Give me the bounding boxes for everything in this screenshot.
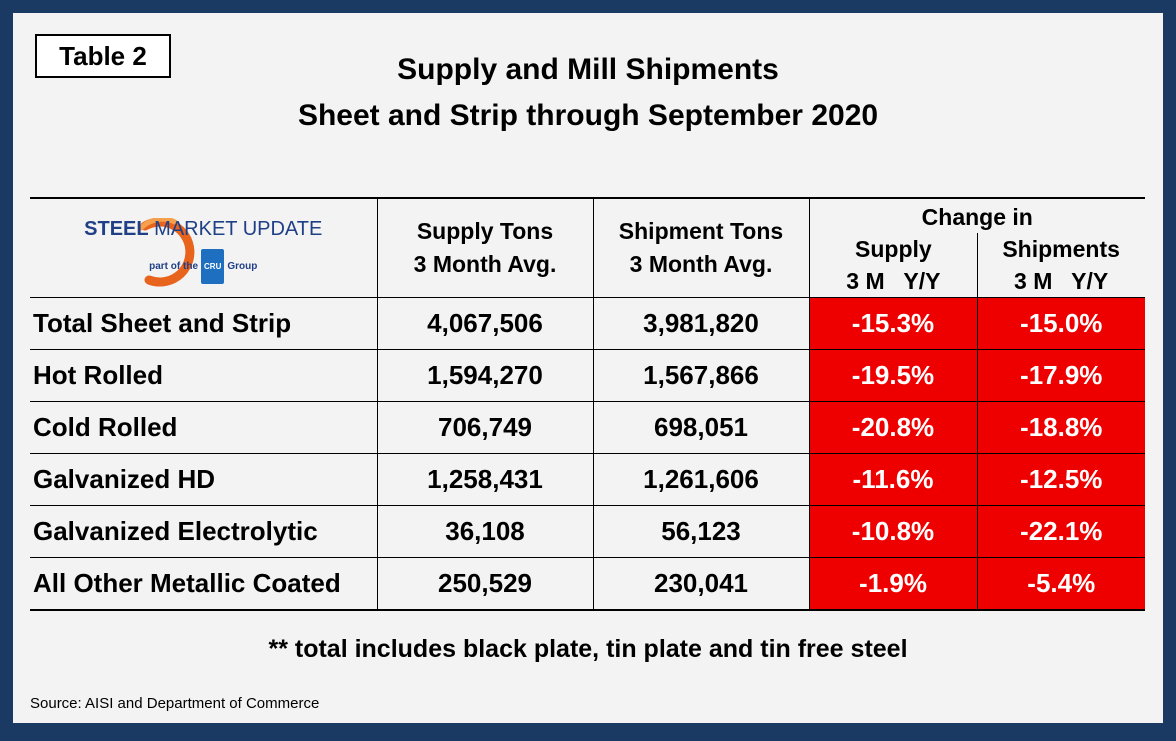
supply-change: -15.3% <box>808 297 978 350</box>
header-change-shipments-sub: 3 M Y/Y <box>1014 268 1109 294</box>
table-row: Galvanized HD 1,258,431 1,261,606 -11.6%… <box>30 453 1145 506</box>
shipment-change: -18.8% <box>976 401 1145 454</box>
logo-cell: STEEL MARKET UPDATE part of the CRU Grou… <box>30 197 378 298</box>
logo-word-steel: STEEL <box>84 217 149 240</box>
header-shipment-tons: Shipment Tons 3 Month Avg. <box>592 197 810 298</box>
row-label: Total Sheet and Strip <box>30 297 378 350</box>
logo-tagline-suffix: Group <box>227 260 258 272</box>
logo-wordmark: STEEL MARKET UPDATE <box>84 213 322 246</box>
table-tag: Table 2 <box>35 34 171 78</box>
table-row: Cold Rolled 706,749 698,051 -20.8% -18.8… <box>30 401 1145 454</box>
shipment-change: -17.9% <box>976 349 1145 402</box>
header-change-supply-sub: 3 M Y/Y <box>846 268 941 294</box>
logo-swoosh-icon <box>138 218 195 287</box>
table-row: Total Sheet and Strip 4,067,506 3,981,82… <box>30 297 1145 350</box>
row-label: Galvanized HD <box>30 453 378 506</box>
row-label: Cold Rolled <box>30 401 378 454</box>
supply-value: 706,749 <box>376 401 594 454</box>
row-label: All Other Metallic Coated <box>30 557 378 611</box>
shipment-change: -5.4% <box>976 557 1145 611</box>
header-change-in: Change in Supply 3 M Y/Y Shipments 3 M Y… <box>808 197 1145 298</box>
footnote: ** total includes black plate, tin plate… <box>268 635 908 663</box>
shipment-value: 3,981,820 <box>592 297 810 350</box>
header-supply-tons: Supply Tons 3 Month Avg. <box>376 197 594 298</box>
supply-value: 36,108 <box>376 505 594 558</box>
header-shipment-line2: 3 Month Avg. <box>629 251 773 277</box>
shipment-value: 230,041 <box>592 557 810 611</box>
supply-value: 4,067,506 <box>376 297 594 350</box>
shipment-value: 698,051 <box>592 401 810 454</box>
shipment-value: 1,567,866 <box>592 349 810 402</box>
table-row: Hot Rolled 1,594,270 1,567,866 -19.5% -1… <box>30 349 1145 402</box>
header-row: STEEL MARKET UPDATE part of the CRU Grou… <box>30 197 1145 298</box>
table-row: All Other Metallic Coated 250,529 230,04… <box>30 557 1145 611</box>
shipment-change: -15.0% <box>976 297 1145 350</box>
table-row: Galvanized Electrolytic 36,108 56,123 -1… <box>30 505 1145 558</box>
supply-value: 1,258,431 <box>376 453 594 506</box>
shipment-change: -12.5% <box>976 453 1145 506</box>
steel-market-update-logo: STEEL MARKET UPDATE part of the CRU Grou… <box>30 200 377 296</box>
row-label: Hot Rolled <box>30 349 378 402</box>
header-change-title: Change in <box>921 204 1033 230</box>
header-shipment-line1: Shipment Tons <box>618 218 784 244</box>
supply-change: -20.8% <box>808 401 978 454</box>
supply-change: -10.8% <box>808 505 978 558</box>
header-supply-line1: Supply Tons <box>416 218 554 244</box>
document-panel: Table 2 Supply and Mill Shipments Sheet … <box>13 13 1163 723</box>
shipment-change: -22.1% <box>976 505 1145 558</box>
source-note: Source: AISI and Department of Commerce <box>30 695 320 712</box>
header-change-supply: Supply 3 M Y/Y <box>810 233 979 297</box>
header-supply-line2: 3 Month Avg. <box>413 251 557 277</box>
data-table: STEEL MARKET UPDATE part of the CRU Grou… <box>30 197 1145 611</box>
supply-change: -1.9% <box>808 557 978 611</box>
header-change-shipments-label: Shipments <box>1002 236 1120 262</box>
logo-tagline: part of the CRU Group <box>149 248 258 284</box>
logo-tagline-prefix: part of the <box>149 260 199 272</box>
header-change-shipments: Shipments 3 M Y/Y <box>977 233 1145 297</box>
row-label: Galvanized Electrolytic <box>30 505 378 558</box>
title-line-1: Supply and Mill Shipments <box>397 53 779 86</box>
supply-value: 250,529 <box>376 557 594 611</box>
header-change-supply-label: Supply <box>855 236 932 262</box>
shipment-value: 56,123 <box>592 505 810 558</box>
cru-badge: CRU <box>201 248 225 284</box>
supply-value: 1,594,270 <box>376 349 594 402</box>
shipment-value: 1,261,606 <box>592 453 810 506</box>
supply-change: -19.5% <box>808 349 978 402</box>
title-line-2: Sheet and Strip through September 2020 <box>297 99 879 132</box>
supply-change: -11.6% <box>808 453 978 506</box>
logo-word-rest: MARKET UPDATE <box>148 217 323 240</box>
